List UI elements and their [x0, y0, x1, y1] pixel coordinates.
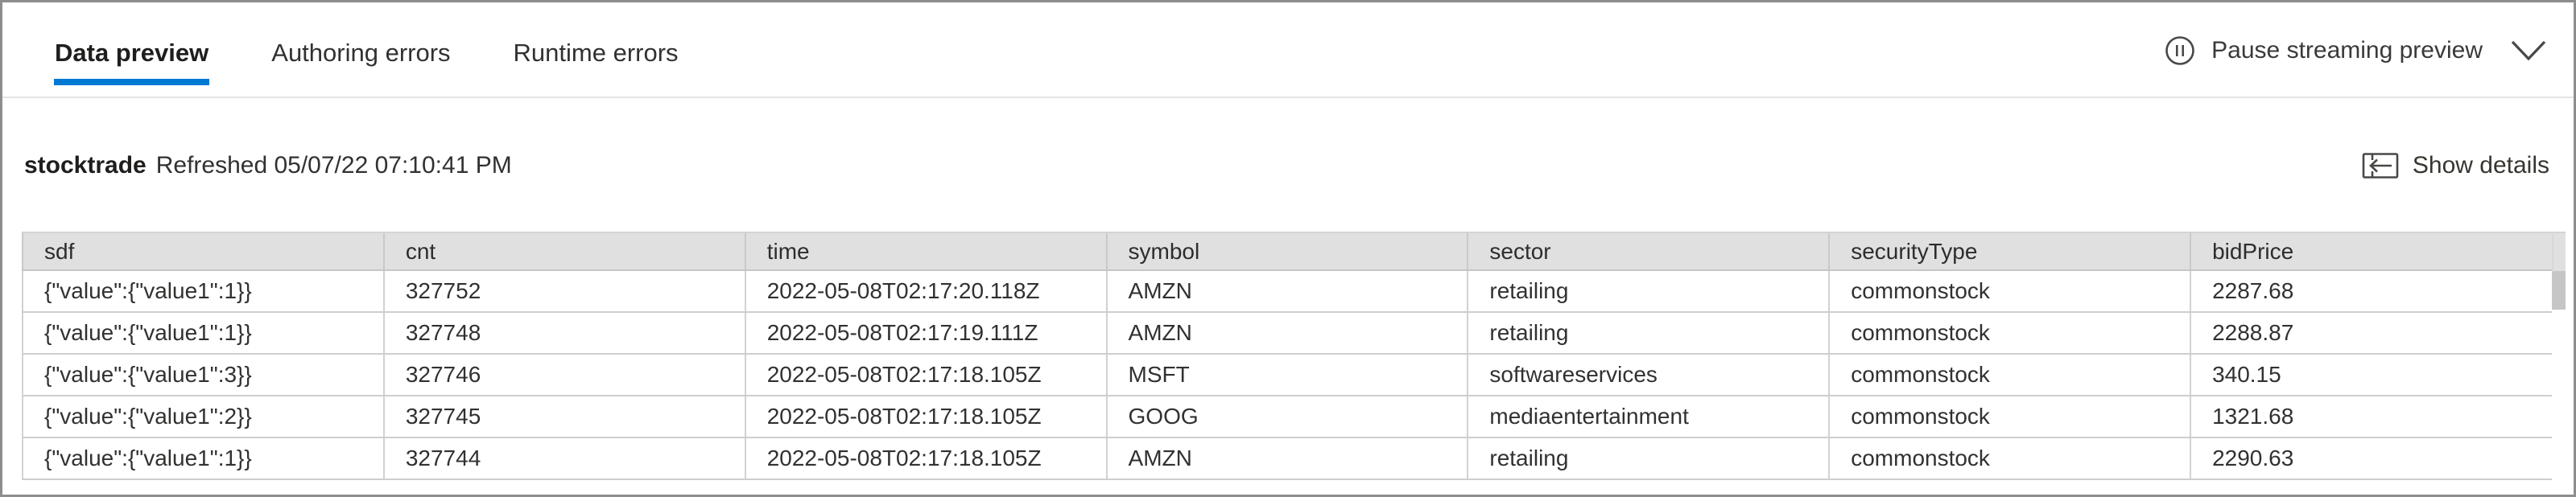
show-details-button[interactable]: Show details [2362, 152, 2549, 179]
data-table: sdf cnt time symbol sector securityType bidPri… [22, 232, 2552, 480]
cell-cnt: 327745 [382, 396, 745, 438]
cell-sdf: {"value":{"value1":1}} [22, 270, 384, 313]
column-header-securityType: securityType [1828, 232, 2191, 271]
cell-bidPrice: 2288.87 [2190, 312, 2552, 355]
table-row: {"value":{"value1":1}} 327748 2022-05-08T0… [22, 312, 2552, 355]
cell-time: 2022-05-08T02:17:20.118Z [744, 270, 1107, 313]
pause-streaming-button[interactable]: Pause streaming preview [2164, 35, 2483, 67]
table-row: {"value":{"value1":2}} 327745 2022-05-08T0… [22, 396, 2552, 438]
cell-time: 2022-05-08T02:17:19.111Z [744, 312, 1107, 355]
table-row: {"value":{"value1":3}} 327746 2022-05-08T0… [22, 354, 2552, 396]
cell-symbol: AMZN [1105, 270, 1468, 313]
cell-securityType: commonstock [1828, 270, 2191, 313]
column-header-symbol: symbol [1105, 232, 1468, 271]
show-details-label: Show details [2412, 152, 2549, 179]
pause-streaming-label: Pause streaming preview [2211, 36, 2483, 64]
cell-sector: retailing [1467, 270, 1830, 313]
source-name: stocktrade [24, 152, 147, 179]
cell-cnt: 327746 [382, 354, 745, 396]
tab-data-preview[interactable]: Data preview [54, 2, 210, 85]
column-header-bidPrice: bidPrice [2190, 232, 2552, 271]
column-header-time: time [744, 232, 1107, 271]
cell-time: 2022-05-08T02:17:18.105Z [744, 396, 1107, 438]
cell-sector: retailing [1467, 437, 1830, 480]
tab-authoring-errors[interactable]: Authoring errors [271, 39, 451, 67]
cell-bidPrice: 2290.63 [2190, 437, 2552, 480]
cell-time: 2022-05-08T02:17:18.105Z [744, 437, 1107, 480]
refreshed-timestamp: Refreshed 05/07/22 07:10:41 PM [155, 152, 512, 179]
scrollbar-thumb[interactable] [2552, 273, 2566, 310]
cell-sector: mediaentertainment [1467, 396, 1830, 438]
cell-sdf: {"value":{"value1":1}} [22, 312, 384, 355]
table-body: {"value":{"value1":1}} 327752 2022-05-08T0… [22, 270, 2552, 480]
table-header: sdf cnt time symbol sector securityType bidPri… [22, 232, 2552, 271]
tab-runtime-errors[interactable]: Runtime errors [513, 39, 679, 67]
cell-symbol: AMZN [1105, 312, 1468, 355]
cell-sdf: {"value":{"value1":2}} [22, 396, 384, 438]
refresh-status: stocktrade Refreshed 05/07/22 07:10:41 PM [24, 152, 512, 179]
cell-cnt: 327748 [382, 312, 745, 355]
cell-securityType: commonstock [1828, 396, 2191, 438]
cell-symbol: GOOG [1105, 396, 1468, 438]
tab-list: Data preview Authoring errors Runtime er… [54, 2, 679, 85]
cell-sdf: {"value":{"value1":3}} [22, 354, 384, 396]
cell-sector: softwareservices [1467, 354, 1830, 396]
column-header-cnt: cnt [382, 232, 745, 271]
cell-sdf: {"value":{"value1":1}} [22, 437, 384, 480]
cell-bidPrice: 1321.68 [2190, 396, 2552, 438]
cell-bidPrice: 340.15 [2190, 354, 2552, 396]
column-header-sector: sector [1467, 232, 1830, 271]
table-header-row: sdf cnt time symbol sector securityType bidPri… [22, 232, 2552, 271]
cell-securityType: commonstock [1828, 437, 2191, 480]
column-header-sdf: sdf [22, 232, 384, 271]
cell-symbol: AMZN [1105, 437, 1468, 480]
show-details-icon [2362, 152, 2399, 179]
tab-bar: Data preview Authoring errors Runtime er… [2, 2, 2574, 98]
cell-securityType: commonstock [1828, 312, 2191, 355]
info-bar: stocktrade Refreshed 05/07/22 07:10:41 PM… [24, 100, 2549, 232]
cell-time: 2022-05-08T02:17:18.105Z [744, 354, 1107, 396]
cell-symbol: MSFT [1105, 354, 1468, 396]
cell-securityType: commonstock [1828, 354, 2191, 396]
cell-cnt: 327744 [382, 437, 745, 480]
table-row: {"value":{"value1":1}} 327744 2022-05-08T0… [22, 437, 2552, 480]
chevron-down-icon[interactable] [2510, 39, 2547, 62]
cell-cnt: 327752 [382, 270, 745, 313]
cell-bidPrice: 2287.68 [2190, 270, 2552, 313]
table-row: {"value":{"value1":1}} 327752 2022-05-08T0… [22, 270, 2552, 313]
cell-sector: retailing [1467, 312, 1830, 355]
pause-circle-icon [2164, 35, 2196, 67]
streaming-controls: Pause streaming preview [2164, 2, 2547, 98]
scrollbar-header-cap [2552, 232, 2566, 273]
